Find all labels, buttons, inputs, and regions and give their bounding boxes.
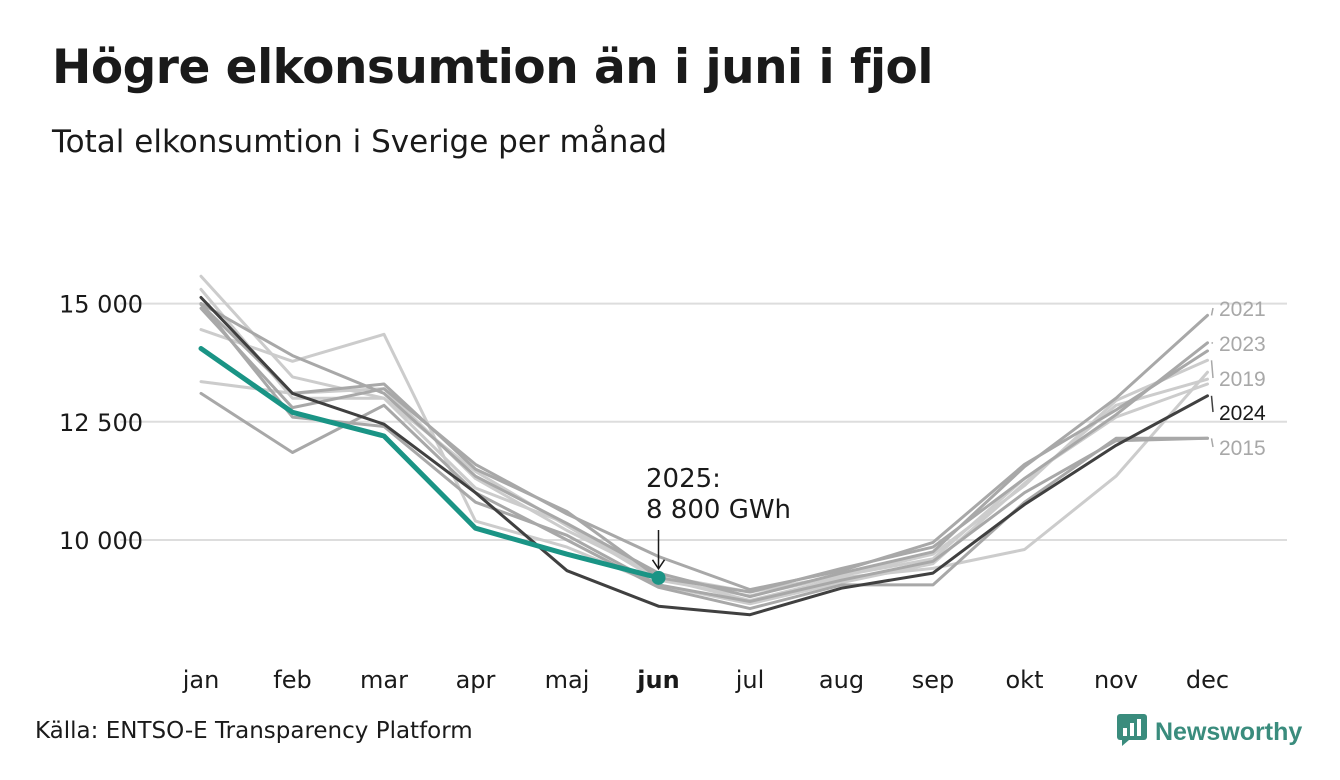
end-label-2019: 2019 — [1219, 368, 1266, 391]
series-line-2024 — [199, 296, 1209, 617]
end-label-leader — [1210, 438, 1214, 448]
y-tick-label: 15 000 — [59, 291, 143, 319]
series-line-unlabeled-10 — [198, 346, 661, 581]
x-tick-label: jan — [182, 666, 220, 694]
series-line-unlabeled-5 — [199, 306, 1209, 592]
end-label-2021: 2021 — [1219, 298, 1266, 321]
annotation-value: 8 800 GWh — [646, 495, 791, 525]
x-tick-label: okt — [1006, 666, 1044, 694]
x-tick-label: sep — [912, 666, 955, 694]
series-line-2019 — [199, 287, 1209, 598]
series-line-2015 — [199, 302, 1209, 603]
end-label-2015: 2015 — [1219, 437, 1266, 460]
series-line-2023 — [199, 303, 1209, 594]
x-tick-label: apr — [456, 666, 496, 694]
annotation-arrowhead — [651, 559, 666, 571]
x-tick-label: jun — [636, 666, 679, 694]
brand-logo: Newsworthy — [1117, 714, 1302, 750]
series-line-2021 — [199, 302, 1209, 599]
x-tick-label: jul — [735, 666, 765, 694]
series-line-unlabeled-0 — [199, 274, 1209, 602]
end-label-leader — [1210, 307, 1214, 316]
source-note: Källa: ENTSO-E Transparency Platform — [35, 718, 473, 744]
x-tick-label: aug — [819, 666, 864, 694]
x-tick-label: nov — [1094, 666, 1138, 694]
page-title: Högre elkonsumtion än i juni i fjol — [52, 40, 933, 95]
series-line-unlabeled-3 — [199, 391, 1209, 611]
end-label-2024: 2024 — [1219, 402, 1266, 425]
x-tick-label: maj — [545, 666, 590, 694]
x-tick-label: feb — [273, 666, 311, 694]
y-tick-label: 12 500 — [59, 409, 143, 437]
newsworthy-logo-icon — [1117, 714, 1147, 750]
brand-name: Newsworthy — [1155, 717, 1303, 746]
page-subtitle: Total elkonsumtion i Sverige per månad — [52, 124, 668, 160]
annotation-year: 2025: — [646, 464, 721, 494]
end-label-2023: 2023 — [1219, 333, 1266, 356]
y-tick-label: 10 000 — [59, 527, 143, 555]
end-label-leader — [1210, 360, 1214, 379]
end-label-leader — [1210, 395, 1214, 413]
highlight-endpoint-dot — [651, 570, 666, 585]
x-tick-label: mar — [360, 666, 408, 694]
x-tick-label: dec — [1186, 666, 1229, 694]
